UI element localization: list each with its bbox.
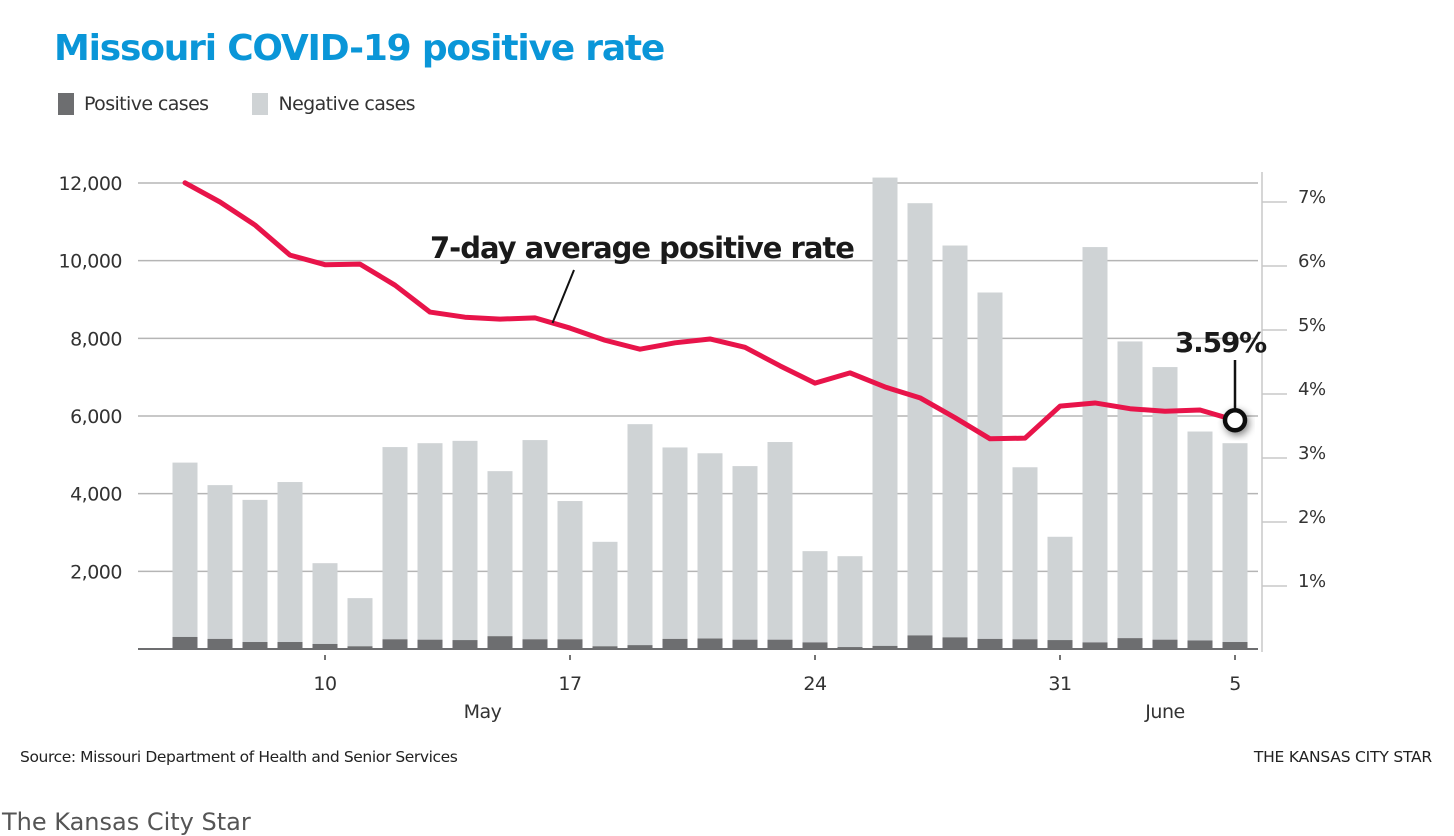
bar-negative (1048, 537, 1073, 640)
bar-negative (943, 246, 968, 638)
bar-negative (1013, 467, 1038, 639)
bar-negative (453, 441, 478, 640)
rate-line-layer (185, 183, 1235, 439)
bar-negative (313, 563, 338, 644)
bar-negative (1153, 367, 1178, 640)
y-right-tick-label: 7% (1298, 187, 1326, 208)
bar-negative (1118, 341, 1143, 638)
y-right-tick-label: 5% (1298, 315, 1326, 336)
bar-positive (1223, 642, 1248, 649)
bar-negative (698, 453, 723, 638)
bar-negative (348, 598, 373, 646)
x-month-label: May (464, 701, 502, 723)
bar-positive (243, 642, 268, 649)
y-right-tick-label: 6% (1298, 251, 1326, 272)
bar-negative (978, 293, 1003, 639)
bar-negative (1188, 432, 1213, 641)
caption-cutoff: The Kansas City Star (2, 808, 251, 836)
bar-negative (768, 442, 793, 640)
bar-negative (803, 551, 828, 642)
bar-negative (1083, 247, 1108, 642)
x-tick-label: 10 (313, 673, 336, 695)
y-left-tick-label: 12,000 (59, 173, 122, 195)
bar-positive (698, 639, 723, 649)
y-right-tick-label: 3% (1298, 443, 1326, 464)
end-value-marker (1225, 410, 1245, 430)
bar-negative (208, 485, 233, 639)
bar-positive (663, 639, 688, 649)
bar-positive (768, 640, 793, 649)
bar-negative (873, 178, 898, 646)
bar-negative (1223, 443, 1248, 642)
y-right-tick-label: 1% (1298, 571, 1326, 592)
bar-positive (173, 637, 198, 649)
bar-positive (978, 639, 1003, 649)
bar-negative (558, 501, 583, 639)
bar-positive (208, 639, 233, 649)
bar-positive (733, 640, 758, 649)
x-tick-label: 24 (803, 673, 827, 695)
bar-positive (908, 635, 933, 649)
bar-negative (383, 447, 408, 639)
line-annotation-pointer (553, 270, 575, 323)
y-right-tick-label: 4% (1298, 379, 1326, 400)
rate-line (185, 183, 1235, 439)
bar-positive (558, 639, 583, 649)
bar-negative (908, 203, 933, 635)
source-note: Source: Missouri Department of Health an… (20, 748, 457, 766)
bar-negative (733, 466, 758, 640)
bar-positive (1188, 640, 1213, 649)
bar-negative (173, 463, 198, 637)
bar-positive (523, 639, 548, 649)
x-month-label: June (1144, 701, 1184, 723)
bar-positive (1013, 639, 1038, 649)
x-tick-label: 5 (1229, 673, 1241, 695)
bar-positive (1048, 640, 1073, 649)
bar-negative (488, 471, 513, 636)
bar-negative (278, 482, 303, 642)
bar-positive (1153, 640, 1178, 649)
y-left-tick-label: 2,000 (70, 561, 122, 583)
line-annotation-label: 7-day average positive rate (430, 231, 854, 265)
bar-positive (488, 636, 513, 649)
y-left-tick-label: 4,000 (70, 484, 122, 506)
y-left-tick-label: 6,000 (70, 406, 122, 428)
y-left-tick-label: 8,000 (70, 328, 122, 350)
bar-positive (943, 637, 968, 649)
bar-positive (418, 640, 443, 649)
bar-positive (383, 639, 408, 649)
bar-positive (278, 642, 303, 649)
bar-negative (523, 440, 548, 639)
publisher-credit: THE KANSAS CITY STAR (1254, 748, 1432, 766)
bar-negative (628, 424, 653, 645)
y-left-tick-label: 10,000 (59, 251, 122, 273)
end-value-label: 3.59% (1175, 326, 1267, 359)
bar-negative (593, 542, 618, 646)
x-tick-label: 31 (1048, 673, 1071, 695)
x-tick-label: 17 (558, 673, 581, 695)
bar-positive (1118, 638, 1143, 649)
bar-negative (243, 500, 268, 642)
bar-negative (838, 556, 863, 647)
bar-negative (418, 443, 443, 639)
y-right-tick-label: 2% (1298, 507, 1326, 528)
bar-negative (663, 447, 688, 638)
bar-positive (453, 640, 478, 649)
